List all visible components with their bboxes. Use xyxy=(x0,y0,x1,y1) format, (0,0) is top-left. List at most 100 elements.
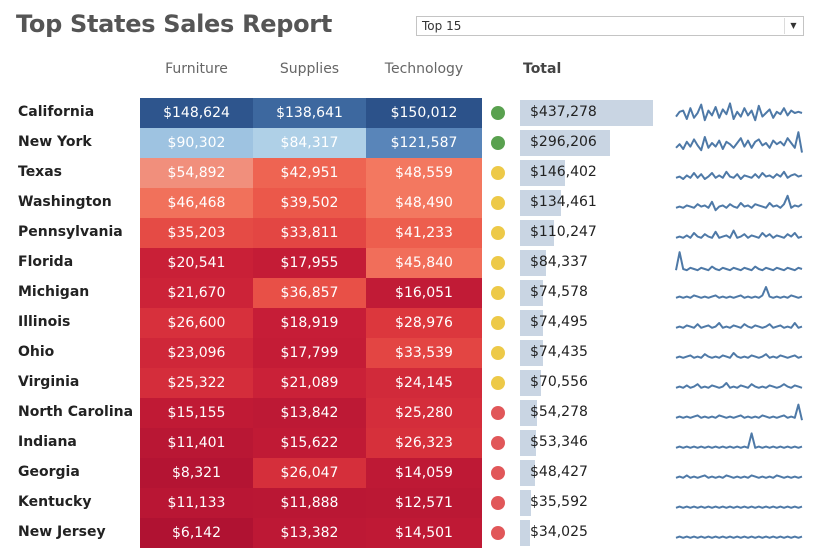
heatmap-cell-furniture: $54,892 xyxy=(140,158,253,188)
status-indicator-yellow xyxy=(491,346,505,360)
heatmap-cell-furniture: $148,624 xyxy=(140,98,253,128)
row-label-state: Kentucky xyxy=(18,494,92,510)
heatmap-cell-technology: $14,059 xyxy=(366,458,482,488)
total-bar xyxy=(520,130,610,156)
total-value: $74,495 xyxy=(530,314,588,330)
total-value: $134,461 xyxy=(530,194,597,210)
sparkline-trend xyxy=(675,505,803,509)
row-label-state: Pennsylvania xyxy=(18,224,123,240)
heatmap-cell-technology: $26,323 xyxy=(366,428,482,458)
heatmap-cell-supplies: $36,857 xyxy=(253,278,366,308)
total-bar xyxy=(520,280,543,306)
total-value: $35,592 xyxy=(530,494,588,510)
heatmap-cell-technology: $48,559 xyxy=(366,158,482,188)
total-value: $437,278 xyxy=(530,104,597,120)
heatmap-cell-supplies: $13,842 xyxy=(253,398,366,428)
total-value: $53,346 xyxy=(530,434,588,450)
total-bar xyxy=(520,160,565,186)
heatmap-cell-furniture: $21,670 xyxy=(140,278,253,308)
total-bar xyxy=(520,220,554,246)
heatmap-cell-technology: $24,145 xyxy=(366,368,482,398)
heatmap-cell-technology: $28,976 xyxy=(366,308,482,338)
sparkline-path xyxy=(675,403,803,421)
row-label-state: Virginia xyxy=(18,374,80,390)
sparkline-path xyxy=(675,505,803,509)
heatmap-cell-furniture: $90,302 xyxy=(140,128,253,158)
heatmap-cell-supplies: $33,811 xyxy=(253,218,366,248)
top-n-filter-dropdown[interactable]: Top 15 ▼ xyxy=(416,16,804,36)
sparkline-trend xyxy=(675,229,803,239)
heatmap-cell-furniture: $15,155 xyxy=(140,398,253,428)
heatmap-cell-furniture: $35,203 xyxy=(140,218,253,248)
row-label-state: Ohio xyxy=(18,344,55,360)
heatmap-cell-technology: $33,539 xyxy=(366,338,482,368)
sparkline-path xyxy=(675,382,803,389)
row-label-state: Indiana xyxy=(18,434,77,450)
heatmap-cell-technology: $48,490 xyxy=(366,188,482,218)
sparkline-trend xyxy=(675,102,803,122)
total-value: $74,578 xyxy=(530,284,588,300)
total-value: $296,206 xyxy=(530,134,597,150)
row-label-state: Illinois xyxy=(18,314,71,330)
column-header-total: Total xyxy=(523,61,562,77)
heatmap-cell-supplies: $13,382 xyxy=(253,518,366,548)
total-bar xyxy=(520,310,543,336)
row-label-state: Texas xyxy=(18,164,62,180)
heatmap-cell-furniture: $20,541 xyxy=(140,248,253,278)
total-value: $34,025 xyxy=(530,524,588,540)
total-value: $54,278 xyxy=(530,404,588,420)
status-indicator-yellow xyxy=(491,166,505,180)
heatmap-cell-furniture: $11,133 xyxy=(140,488,253,518)
total-bar xyxy=(520,340,543,366)
total-value: $110,247 xyxy=(530,224,597,240)
heatmap-cell-technology: $41,233 xyxy=(366,218,482,248)
sparkline-trend xyxy=(675,474,803,479)
row-label-state: North Carolina xyxy=(18,404,134,420)
total-bar xyxy=(520,250,546,276)
heatmap-cell-furniture: $6,142 xyxy=(140,518,253,548)
heatmap-cell-technology: $121,587 xyxy=(366,128,482,158)
sparkline-trend xyxy=(675,286,803,299)
row-label-state: Michigan xyxy=(18,284,90,300)
total-bar xyxy=(520,430,536,456)
total-bar xyxy=(520,400,537,426)
total-bar xyxy=(520,520,530,546)
heatmap-cell-supplies: $39,502 xyxy=(253,188,366,218)
heatmap-cell-technology: $25,280 xyxy=(366,398,482,428)
row-label-state: New York xyxy=(18,134,92,150)
row-label-state: California xyxy=(18,104,95,120)
row-label-state: Georgia xyxy=(18,464,80,480)
heatmap-cell-technology: $12,571 xyxy=(366,488,482,518)
sparkline-path xyxy=(675,229,803,239)
heatmap-cell-furniture: $23,096 xyxy=(140,338,253,368)
column-header-technology: Technology xyxy=(384,61,464,77)
heatmap-cell-technology: $45,840 xyxy=(366,248,482,278)
total-bar xyxy=(520,490,531,516)
total-bar xyxy=(520,370,541,396)
sparkline-path xyxy=(675,432,803,449)
sparkline-trend xyxy=(675,131,803,153)
status-indicator-green xyxy=(491,136,505,150)
heatmap-cell-supplies: $18,919 xyxy=(253,308,366,338)
sparkline-path xyxy=(675,170,803,180)
chevron-down-icon[interactable]: ▼ xyxy=(784,18,802,34)
status-indicator-yellow xyxy=(491,226,505,240)
sparkline-path xyxy=(675,286,803,299)
sparkline-path xyxy=(675,251,803,272)
status-indicator-red xyxy=(491,436,505,450)
heatmap-cell-supplies: $15,622 xyxy=(253,428,366,458)
status-indicator-red xyxy=(491,466,505,480)
status-indicator-yellow xyxy=(491,256,505,270)
total-value: $84,337 xyxy=(530,254,588,270)
heatmap-cell-technology: $16,051 xyxy=(366,278,482,308)
sparkline-path xyxy=(675,102,803,122)
total-value: $70,556 xyxy=(530,374,588,390)
status-indicator-red xyxy=(491,406,505,420)
status-indicator-red xyxy=(491,496,505,510)
sparkline-path xyxy=(675,474,803,479)
status-indicator-green xyxy=(491,106,505,120)
status-indicator-yellow xyxy=(491,316,505,330)
sparkline-path xyxy=(675,352,803,359)
heatmap-cell-supplies: $84,317 xyxy=(253,128,366,158)
row-label-state: New Jersey xyxy=(18,524,106,540)
